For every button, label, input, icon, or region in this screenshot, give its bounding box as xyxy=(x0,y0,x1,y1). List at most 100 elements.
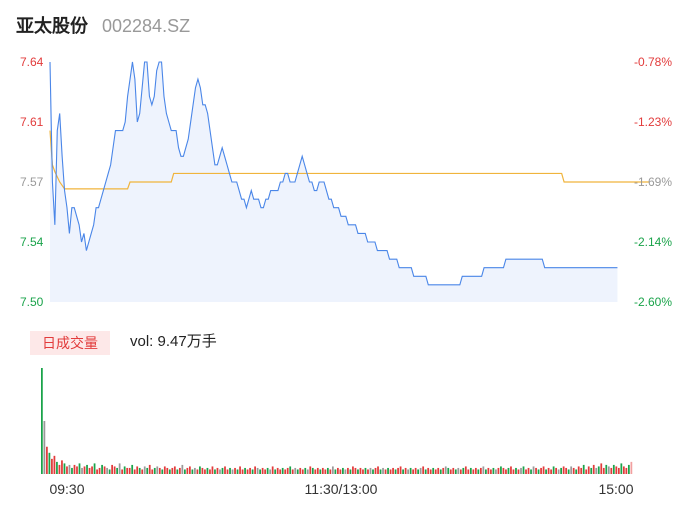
y-right-tick: -1.23% xyxy=(634,115,672,129)
volume-bar xyxy=(379,469,382,474)
volume-bar xyxy=(226,469,229,474)
volume-bar xyxy=(607,466,610,474)
volume-bar xyxy=(617,467,620,474)
volume-bar xyxy=(63,463,66,474)
volume-bar xyxy=(372,469,374,474)
volume-bar xyxy=(43,421,46,474)
volume-bar xyxy=(96,469,98,474)
volume-bar xyxy=(535,467,537,474)
volume-bar xyxy=(472,469,475,474)
volume-bar xyxy=(487,467,490,474)
x-axis: 09:30 11:30/13:00 15:00 xyxy=(49,481,633,497)
volume-bar xyxy=(394,469,397,474)
volume-bar xyxy=(81,467,83,474)
volume-bar xyxy=(301,469,304,474)
volume-bar xyxy=(615,466,618,474)
volume-bar xyxy=(158,467,161,474)
volume-bar xyxy=(196,469,199,474)
volume-bar xyxy=(437,467,440,474)
volume-bar xyxy=(309,466,312,474)
volume-bar xyxy=(442,467,445,474)
volume-bar xyxy=(136,466,139,474)
volume-bar xyxy=(91,466,93,474)
volume-bar xyxy=(399,466,402,474)
volume-bar xyxy=(540,467,542,474)
volume-bar xyxy=(121,469,124,474)
volume-bar xyxy=(412,469,415,474)
volume-bar xyxy=(515,467,517,474)
volume-bar xyxy=(206,467,209,474)
y-right-tick: -2.60% xyxy=(634,295,672,309)
volume-bar xyxy=(108,469,111,474)
volume-bar xyxy=(342,467,344,474)
volume-bar xyxy=(620,463,623,474)
volume-bar xyxy=(51,458,53,474)
volume-bar xyxy=(384,469,387,474)
volume-bar xyxy=(467,469,470,474)
volume-bar xyxy=(339,469,342,474)
volume-bar xyxy=(148,464,151,474)
volume-bar xyxy=(56,461,58,474)
volume-bar xyxy=(123,466,126,474)
volume-bar xyxy=(306,469,309,474)
volume-bar xyxy=(602,467,605,474)
volume-bar xyxy=(560,467,563,474)
volume-bar xyxy=(256,467,259,474)
volume-bar xyxy=(143,466,146,474)
volume-bar xyxy=(128,467,131,474)
volume-bar xyxy=(291,469,294,474)
volume-bar xyxy=(284,469,287,474)
volume-bar xyxy=(294,467,297,474)
volume-bar xyxy=(580,467,583,474)
volume-bar xyxy=(221,467,224,474)
volume-bar xyxy=(449,469,452,474)
volume-bar xyxy=(565,467,568,474)
volume-bar xyxy=(592,464,595,474)
volume-bar xyxy=(630,461,633,474)
volume-bar xyxy=(550,469,552,474)
volume-bar xyxy=(469,467,472,474)
volume-bar xyxy=(474,467,477,474)
volume-bar xyxy=(512,469,515,474)
volume-bar xyxy=(500,466,502,474)
y-left-tick: 7.54 xyxy=(20,235,44,249)
price-line xyxy=(49,61,618,286)
volume-bar xyxy=(495,469,497,474)
volume-bar xyxy=(191,469,194,474)
volume-bar xyxy=(116,467,119,474)
volume-bar xyxy=(264,469,267,474)
volume-bar xyxy=(234,467,236,474)
y-left-tick: 7.64 xyxy=(20,55,44,69)
volume-bar xyxy=(133,469,136,474)
volume-bar xyxy=(41,368,43,474)
volume-bar xyxy=(46,446,48,474)
volume-bar xyxy=(364,467,367,474)
volume-bar xyxy=(547,467,550,474)
x-tick-label: 11:30/13:00 xyxy=(305,481,378,497)
volume-bar xyxy=(71,467,73,474)
volume-bar xyxy=(334,469,337,474)
y-left-tick: 7.50 xyxy=(20,295,44,309)
volume-bar xyxy=(567,469,570,474)
volume-bar xyxy=(557,469,560,474)
volume-bar xyxy=(477,469,480,474)
volume-bar xyxy=(537,469,540,474)
volume-bar xyxy=(239,466,241,474)
volume-bar xyxy=(362,469,364,474)
volume-bar xyxy=(382,467,384,474)
volume-bar xyxy=(181,464,184,474)
volume-bar xyxy=(562,466,565,474)
volume-bar xyxy=(407,469,409,474)
volume-bar xyxy=(271,466,274,474)
volume-bar xyxy=(319,469,322,474)
volume-bar xyxy=(296,469,299,474)
volume-bar xyxy=(138,467,141,474)
volume-bar xyxy=(88,467,91,474)
volume-bar xyxy=(246,469,249,474)
volume-bar xyxy=(224,466,226,474)
volume-bar xyxy=(48,452,51,474)
volume-bar xyxy=(397,467,399,474)
volume-bar xyxy=(204,469,206,474)
volume-bar xyxy=(352,466,354,474)
